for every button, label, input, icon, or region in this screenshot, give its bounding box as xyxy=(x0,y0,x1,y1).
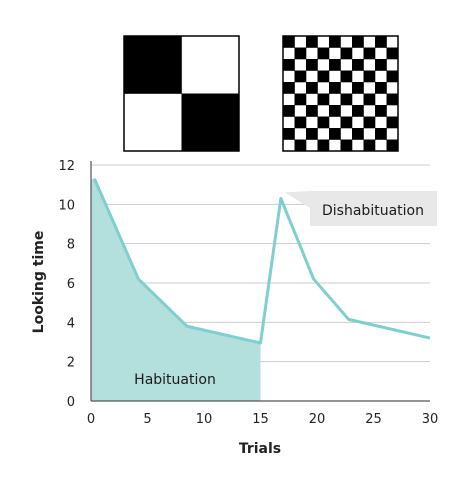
checker-square xyxy=(363,93,376,106)
checkerboard-10x10 xyxy=(282,35,399,152)
checker-square xyxy=(340,93,353,106)
checker-square xyxy=(306,82,318,94)
y-tick-label: 6 xyxy=(67,277,75,292)
x-tick-label: 30 xyxy=(422,412,439,427)
x-tick-label: 25 xyxy=(365,412,382,427)
checker-square xyxy=(386,70,399,83)
checkerboard-border xyxy=(123,35,240,152)
checker-square xyxy=(294,93,307,106)
checker-square xyxy=(386,47,399,60)
checker-square xyxy=(340,116,353,129)
checker-square xyxy=(375,59,387,71)
x-tick-label: 0 xyxy=(87,412,95,427)
checker-square xyxy=(283,59,295,71)
checker-square xyxy=(386,116,399,129)
y-tick-label: 8 xyxy=(67,238,75,253)
y-tick-label: 12 xyxy=(58,159,75,174)
checker-square xyxy=(329,105,341,117)
stimulus-images xyxy=(123,35,399,152)
checker-square xyxy=(375,105,387,117)
checker-square xyxy=(294,47,307,60)
checker-square xyxy=(317,93,330,106)
y-axis-title: Looking time xyxy=(31,231,47,334)
checker-square xyxy=(317,139,330,152)
checker-square xyxy=(283,128,295,140)
y-tick-label: 0 xyxy=(67,395,75,410)
checker-square xyxy=(329,128,341,140)
checker-square xyxy=(363,47,376,60)
checker-square xyxy=(352,128,364,140)
habituation-label: Habituation xyxy=(134,372,216,388)
checker-square xyxy=(306,128,318,140)
checker-square xyxy=(363,139,376,152)
x-tick-label: 20 xyxy=(309,412,326,427)
habituation-area xyxy=(91,178,261,401)
checker-square xyxy=(375,82,387,94)
checker-square xyxy=(294,139,307,152)
checkerboard-2x2 xyxy=(123,35,240,152)
checker-square xyxy=(283,36,295,48)
checker-square xyxy=(283,105,295,117)
x-axis-title: Trials xyxy=(239,441,281,457)
checker-square xyxy=(306,105,318,117)
dishabituation-callout xyxy=(284,191,437,226)
series-line xyxy=(93,178,431,345)
checker-square xyxy=(340,70,353,83)
checker-square xyxy=(352,36,364,48)
checkerboard-border xyxy=(282,35,399,152)
checker-square xyxy=(329,36,341,48)
y-tick-label: 10 xyxy=(58,198,75,213)
checker-square xyxy=(363,116,376,129)
checker-square xyxy=(294,70,307,83)
checker-square xyxy=(352,105,364,117)
x-tick-label: 10 xyxy=(196,412,213,427)
checker-square xyxy=(317,70,330,83)
checker-square xyxy=(317,116,330,129)
checker-square xyxy=(340,139,353,152)
checker-square xyxy=(294,116,307,129)
y-tick-label: 2 xyxy=(67,356,75,371)
checker-square xyxy=(306,59,318,71)
checker-square xyxy=(124,36,182,94)
checker-square xyxy=(181,93,240,152)
checker-square xyxy=(375,128,387,140)
checker-square xyxy=(329,82,341,94)
plot-area: 0 2 4 6 8 10 12 0 5 10 15 20 25 30 Habituation Dishabit… xyxy=(58,159,438,427)
checker-square xyxy=(317,47,330,60)
checker-square xyxy=(386,93,399,106)
checker-square xyxy=(306,36,318,48)
checker-square xyxy=(329,59,341,71)
checker-square xyxy=(352,59,364,71)
checker-square xyxy=(283,82,295,94)
checker-square xyxy=(352,82,364,94)
dishabituation-label: Dishabituation xyxy=(322,203,424,219)
checker-square xyxy=(340,47,353,60)
x-tick-label: 15 xyxy=(252,412,269,427)
checker-square xyxy=(386,139,399,152)
x-tick-label: 5 xyxy=(143,412,151,427)
checker-square xyxy=(363,70,376,83)
y-tick-label: 4 xyxy=(67,316,75,331)
checker-square xyxy=(375,36,387,48)
